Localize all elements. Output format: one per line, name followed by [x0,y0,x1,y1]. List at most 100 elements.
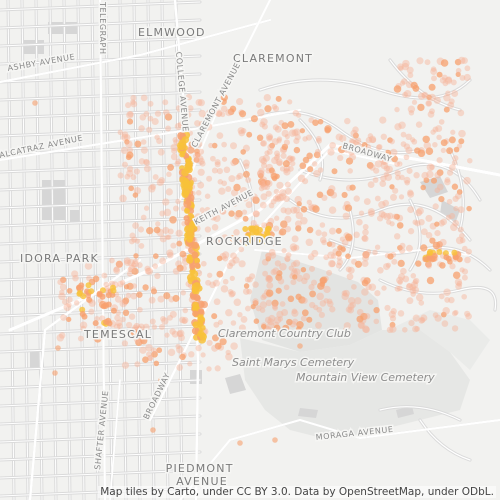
rockridge-hotspot-dot-22 [242,238,249,245]
density-dot-302 [264,316,272,324]
density-dot-248 [200,122,207,130]
density-dot-585 [335,227,342,234]
density-dot-82 [152,174,159,181]
density-dot-379 [172,267,180,275]
density-dot-46 [219,338,227,346]
density-dot-445 [287,120,295,128]
college-hotspot-dot-129 [192,321,200,329]
density-dot-956 [405,244,413,252]
density-dot-461 [292,109,300,117]
elmwood-label: ELMWOOD [138,26,206,39]
density-dot-504 [311,249,319,257]
density-dot-1117 [426,94,432,101]
hill-street-7 [299,119,324,181]
minor-street-3 [49,0,57,500]
density-dot-1142 [421,92,428,98]
density-dot-973 [459,267,465,273]
density-dot-478 [229,290,236,297]
density-dot-532 [272,267,280,275]
density-dot-290 [205,238,212,245]
density-dot-310 [245,176,252,184]
density-dot-234 [256,102,262,108]
density-dot-473 [246,288,253,295]
density-dot-997 [392,187,399,194]
density-dot-1085 [137,306,143,313]
density-dot-215 [194,148,200,155]
density-dot-657 [318,311,325,318]
density-dot-380 [265,326,272,332]
density-dot-190 [136,325,143,332]
density-dot-541 [372,177,379,183]
density-dot-1144 [406,66,414,74]
college-hotspot-dot-167 [186,164,193,171]
density-dot-751 [459,237,466,244]
density-dot-282 [242,215,249,222]
density-dot-11 [281,129,289,138]
density-dot-235 [127,110,134,118]
hill-street-8 [409,199,421,271]
density-dot-538 [274,194,281,200]
claremont-label: CLAREMONT [233,52,313,65]
density-dot-142 [228,291,235,298]
density-dot-1001 [342,326,349,333]
density-dot-769 [300,315,307,322]
density-dot-16 [160,316,166,322]
density-dot-1045 [60,314,67,321]
density-dot-540 [358,210,365,216]
density-dot-760 [287,295,295,303]
rockridge-hotspot-dot-18 [247,239,253,246]
density-dot-150 [211,142,218,149]
density-dot-58 [133,168,141,175]
density-dot-921 [430,177,438,184]
density-dot-32 [210,155,216,162]
density-dot-430 [221,156,228,162]
minor-street-4 [63,0,71,500]
college-hotspot-dot-143 [194,262,201,269]
density-dot-405 [211,167,218,174]
density-dot-1027 [114,314,121,322]
density-dot-909 [393,213,400,220]
density-dot-471 [188,351,195,358]
density-dot-783 [420,314,428,322]
density-dot-830 [281,143,289,151]
density-dot-208 [178,334,185,342]
ashby-avenue-label: ASHBY AVENUE [7,52,76,73]
density-dot-749 [461,293,468,300]
density-dot-221 [156,178,164,187]
map-attribution[interactable]: Map tiles by Carto, under CC BY 3.0. Dat… [98,486,496,498]
density-dot-387 [149,183,156,190]
density-dot-312 [175,158,182,165]
density-dot-799 [367,181,375,188]
density-dot-615 [272,195,279,202]
density-dot-259 [196,155,204,163]
density-dot-1006 [430,129,436,135]
density-dot-233 [251,236,258,242]
density-dot-240 [166,251,174,259]
density-dot-766 [365,136,373,144]
minor-street-19 [0,109,201,119]
density-dot-552 [316,292,324,301]
density-dot-466 [206,109,214,117]
density-dot-765 [257,169,265,177]
density-dot-979 [285,252,292,258]
density-dot-481 [238,129,246,137]
moraga-avenue [178,418,500,500]
minor-street-26 [0,235,201,245]
density-dot-953 [347,303,355,311]
density-dot-87 [120,316,126,323]
density-dot-443 [131,236,138,243]
minor-street-21 [0,145,201,155]
density-dot-928 [434,171,442,179]
density-dot-9 [216,270,224,278]
density-dot-76 [288,129,297,137]
density-dot-912 [314,148,321,155]
college-hotspot-dot-159 [183,199,192,209]
density-dot-1143 [402,91,408,98]
density-dot-1028 [128,264,136,272]
density-dot-897 [374,290,381,297]
college-hotspot-dot-150 [188,226,195,233]
density-dot-764 [329,241,336,248]
hill-street-10 [449,149,464,231]
density-dot-315 [228,175,236,183]
